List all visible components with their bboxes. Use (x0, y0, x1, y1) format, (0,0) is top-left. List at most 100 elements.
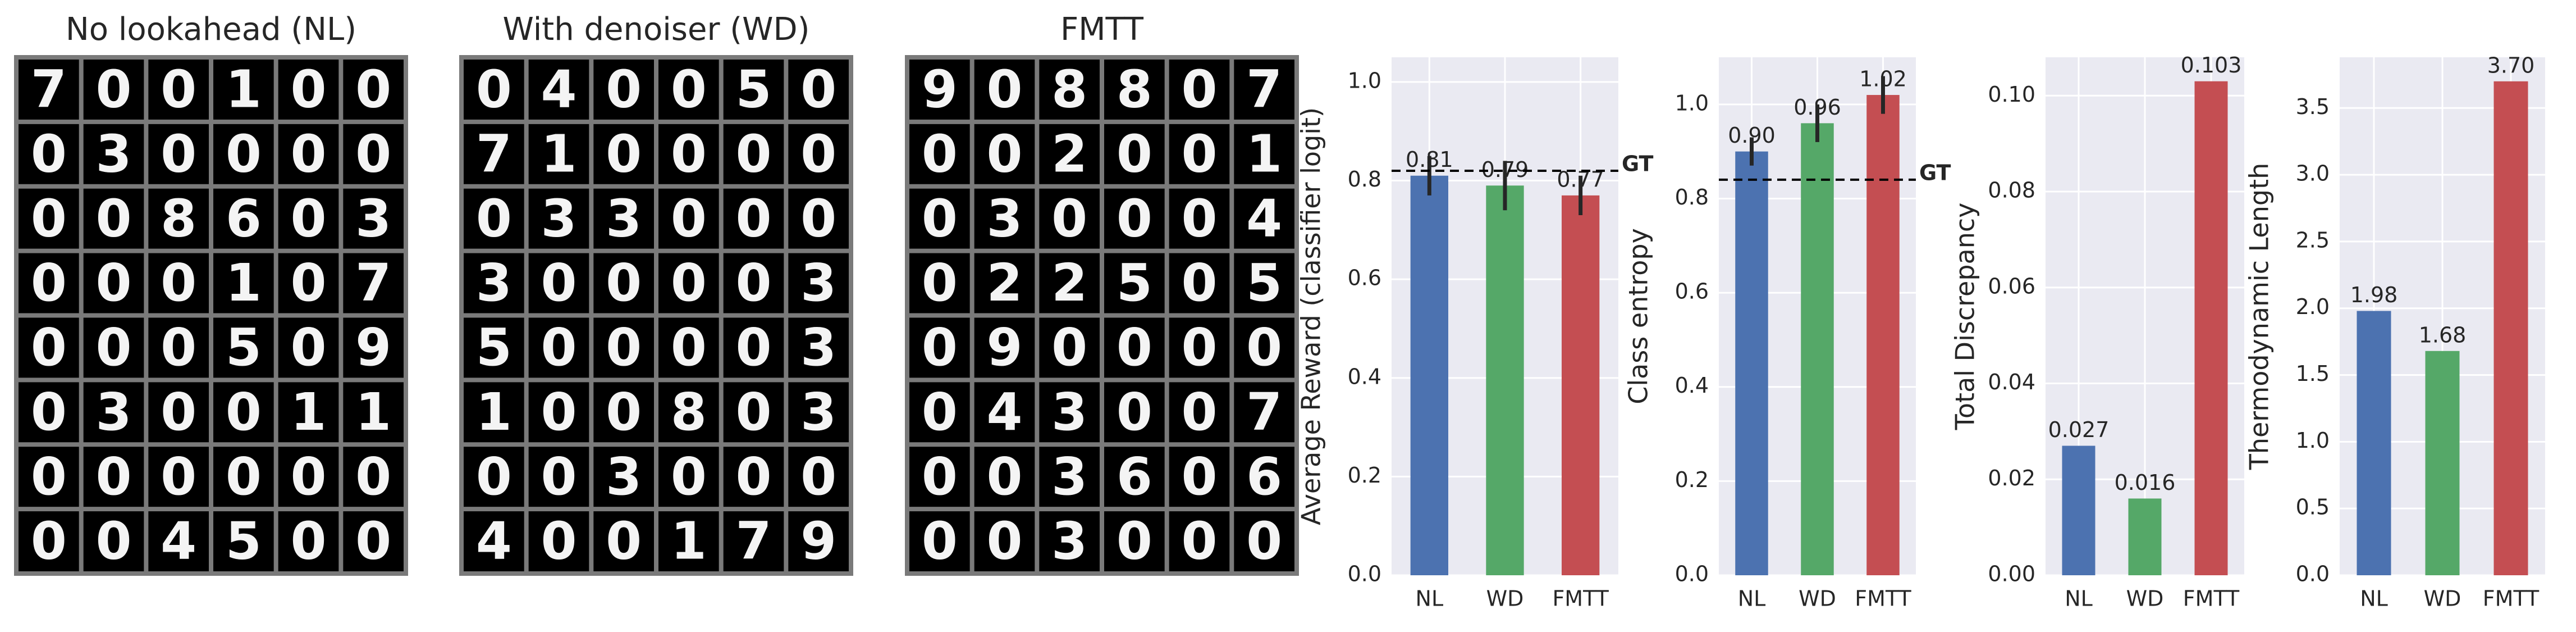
digit: 0 (95, 188, 131, 248)
y-tick-label: 0.0 (1348, 562, 1381, 586)
digit: 1 (541, 124, 576, 184)
y-tick-label: 0.4 (1348, 364, 1381, 389)
digit: 3 (476, 253, 512, 313)
x-tick-label: FMTT (2483, 586, 2540, 611)
digit: 0 (290, 124, 326, 184)
digit: 0 (1246, 511, 1282, 571)
digit: 0 (671, 60, 707, 120)
digit: 8 (161, 188, 196, 248)
digit: 0 (735, 447, 771, 507)
digit: 0 (1051, 188, 1087, 248)
y-tick-label: 0.6 (1348, 266, 1381, 290)
digit: 3 (800, 382, 836, 442)
y-tick-label: 0.6 (1675, 279, 1709, 304)
digit: 0 (922, 253, 958, 313)
digit: 1 (355, 382, 391, 442)
digit: 0 (355, 124, 391, 184)
y-tick-label: 0.04 (1988, 370, 2035, 394)
digit: 8 (1117, 60, 1152, 120)
digit: 8 (671, 382, 707, 442)
digit: 0 (31, 253, 67, 313)
digit: 0 (290, 188, 326, 248)
x-tick-label: NL (1416, 586, 1444, 611)
y-tick-label: 0.0 (1675, 562, 1709, 586)
digit: 0 (541, 511, 576, 571)
digit: 3 (1051, 447, 1087, 507)
digit: 4 (986, 382, 1022, 442)
value-label: 3.70 (2487, 53, 2535, 78)
digit: 9 (986, 317, 1022, 378)
digit: 0 (31, 124, 67, 184)
bar (2194, 81, 2228, 575)
y-tick-label: 1.0 (1675, 90, 1709, 115)
y-tick-label: 0.8 (1348, 167, 1381, 192)
digit: 5 (226, 511, 262, 571)
reference-label: GT (1622, 151, 1654, 176)
digit: 0 (95, 317, 131, 378)
digit: 3 (800, 253, 836, 313)
y-tick-label: 2.5 (2296, 228, 2330, 252)
y-axis-label: Average Reward (classifier logit) (1296, 107, 1326, 525)
value-label: 0.90 (1728, 123, 1776, 148)
digit: 0 (541, 382, 576, 442)
value-label: 0.81 (1406, 147, 1453, 172)
digit: 3 (606, 447, 642, 507)
digit: 0 (355, 511, 391, 571)
x-tick-label: WD (1799, 586, 1836, 611)
digit: 0 (31, 382, 67, 442)
digit: 3 (95, 124, 131, 184)
digit: 0 (1181, 124, 1217, 184)
digit: 1 (476, 382, 512, 442)
y-tick-label: 2.0 (2296, 294, 2330, 319)
digit: 0 (541, 253, 576, 313)
digit: 0 (1181, 60, 1217, 120)
digit: 0 (922, 317, 958, 378)
digit: 6 (1117, 447, 1152, 507)
value-label: 0.96 (1793, 95, 1841, 120)
digit: 9 (922, 60, 958, 120)
digit: 0 (95, 60, 131, 120)
digit: 4 (541, 60, 576, 120)
digit: 0 (671, 253, 707, 313)
digit: 0 (735, 253, 771, 313)
y-tick-label: 0.2 (1675, 467, 1709, 492)
digit: 0 (226, 382, 262, 442)
digit: 0 (800, 188, 836, 248)
y-tick-label: 0.08 (1988, 178, 2035, 203)
digit: 7 (735, 511, 771, 571)
digit: 0 (671, 188, 707, 248)
x-tick-label: FMTT (1855, 586, 1911, 611)
digit: 5 (226, 317, 262, 378)
x-tick-label: FMTT (2183, 586, 2240, 611)
digit: 0 (986, 60, 1022, 120)
digit: 3 (1051, 382, 1087, 442)
y-tick-label: 0.06 (1988, 274, 2035, 298)
digit: 0 (800, 60, 836, 120)
digit: 0 (671, 317, 707, 378)
digit: 0 (922, 124, 958, 184)
reference-label: GT (1919, 160, 1951, 185)
y-tick-label: 0.02 (1988, 466, 2035, 490)
digit: 0 (95, 511, 131, 571)
digit: 0 (290, 317, 326, 378)
digit: 3 (986, 188, 1022, 248)
digit: 5 (476, 317, 512, 378)
digit: 0 (800, 124, 836, 184)
digit: 1 (1246, 124, 1282, 184)
digit: 0 (161, 60, 196, 120)
digit: 0 (606, 124, 642, 184)
digit: 0 (161, 124, 196, 184)
digit: 0 (1181, 317, 1217, 378)
digit: 0 (735, 317, 771, 378)
digit: 0 (1181, 511, 1217, 571)
value-label: 1.98 (2350, 283, 2398, 307)
x-tick-label: NL (1738, 586, 1766, 611)
bar (1735, 151, 1768, 575)
digit: 0 (476, 447, 512, 507)
digit: 7 (31, 60, 67, 120)
digit: 1 (226, 253, 262, 313)
digit: 0 (161, 317, 196, 378)
digit: 0 (922, 511, 958, 571)
digit: 5 (1246, 253, 1282, 313)
digit: 0 (671, 124, 707, 184)
